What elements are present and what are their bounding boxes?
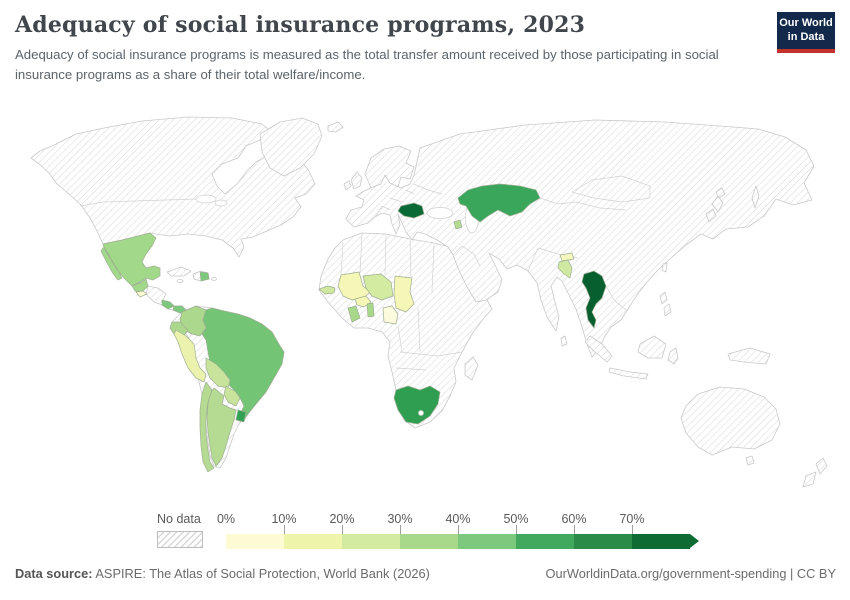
island-greenland-nodata [259, 117, 323, 177]
country-paraguay[interactable] [223, 385, 241, 407]
country-argentina[interactable] [206, 387, 237, 467]
island-madagascar-nodata [464, 356, 479, 381]
island-new-zealand-nodata [802, 457, 828, 488]
country-benin[interactable] [366, 302, 375, 318]
great-lakes [195, 194, 217, 204]
footer: Data source: ASPIRE: The Atlas of Social… [15, 566, 836, 581]
country-costa-rica[interactable] [161, 299, 175, 310]
country-niger[interactable] [362, 273, 394, 301]
map-legend: No data 0% 10% 20% 30% 40% 50% 60% 70% [157, 512, 726, 550]
country-south-africa[interactable] [393, 385, 441, 425]
legend-segment-20-30[interactable] [342, 534, 400, 549]
legend-open-end-arrow [690, 534, 699, 548]
page-title: Adequacy of social insurance programs, 2… [15, 12, 586, 38]
chart-subtitle: Adequacy of social insurance programs is… [15, 47, 719, 83]
country-nepal[interactable] [559, 252, 575, 262]
continent-australia-nodata [680, 386, 781, 456]
legend-tick-label-4: 40% [445, 512, 471, 526]
great-lakes-east [214, 199, 228, 207]
island-sri-lanka-nodata [560, 335, 568, 347]
legend-segment-0-10[interactable] [226, 534, 284, 549]
legend-color-bar: 0% 10% 20% 30% 40% 50% 60% 70% [217, 512, 726, 550]
footer-right: OurWorldinData.org/government-spending |… [546, 566, 836, 581]
legend-tick [284, 525, 285, 534]
legend-segment-70-plus[interactable] [632, 534, 690, 549]
legend-no-data-label: No data [157, 512, 201, 526]
island-java-nodata [608, 367, 649, 380]
legend-tick-label-2: 20% [329, 512, 355, 526]
island-philippines-nodata [659, 291, 672, 317]
footer-license: CC BY [796, 566, 836, 581]
island-jamaica-nodata [176, 279, 184, 283]
legend-no-data-swatch[interactable] [157, 531, 203, 548]
continent-eurasia-nodata [345, 119, 815, 358]
island-uk-nodata [350, 171, 363, 190]
country-romania[interactable] [397, 202, 425, 219]
legend-tick [342, 525, 343, 534]
legend-tick [516, 525, 517, 534]
country-uruguay[interactable] [235, 409, 247, 423]
legend-tick [574, 525, 575, 534]
footer-datasource-label: Data source: [15, 566, 93, 581]
island-sakhalin-nodata [751, 185, 760, 209]
legend-segment-50-60[interactable] [516, 534, 574, 549]
legend-tick-label-5: 50% [503, 512, 529, 526]
footer-datasource-text: ASPIRE: The Atlas of Social Protection, … [92, 566, 430, 581]
country-senegal[interactable] [318, 285, 336, 295]
island-ireland-nodata [343, 180, 352, 191]
country-el-salvador[interactable] [135, 290, 148, 298]
island-sulawesi-nodata [667, 347, 679, 365]
legend-bar [226, 534, 726, 549]
legend-tick-label-1: 10% [271, 512, 297, 526]
legend-tick-label-7: 70% [619, 512, 645, 526]
legend-segment-30-40[interactable] [400, 534, 458, 549]
header: Adequacy of social insurance programs, 2… [15, 12, 835, 85]
island-puerto-rico-nodata [211, 277, 217, 281]
internal-borders [79, 175, 651, 371]
island-sumatra-nodata [584, 335, 613, 363]
lesotho-enclave [418, 410, 424, 416]
country-ghana[interactable] [347, 305, 361, 323]
legend-no-data[interactable]: No data [157, 512, 203, 548]
legend-tick [400, 525, 401, 534]
country-peru[interactable] [173, 329, 207, 383]
legend-tick [458, 525, 459, 534]
country-cameroon[interactable] [382, 305, 399, 325]
country-kazakhstan[interactable] [457, 183, 541, 223]
island-cuba-nodata [166, 266, 192, 277]
footer-owid-link[interactable]: OurWorldinData.org/government-spending [545, 566, 787, 581]
legend-tick-label-0: 0% [216, 512, 236, 526]
legend-tick-labels: 0% 10% 20% 30% 40% 50% 60% 70% [217, 512, 726, 529]
continent-north-america-nodata [30, 116, 316, 258]
island-japan-nodata [705, 187, 726, 223]
country-mexico[interactable] [100, 232, 161, 287]
country-guatemala[interactable] [131, 278, 149, 293]
legend-tick-label-3: 30% [387, 512, 413, 526]
country-dominican-republic[interactable] [199, 271, 210, 282]
country-chad[interactable] [393, 275, 415, 313]
world-map [10, 106, 840, 506]
owid-logo-line1: Our World [779, 16, 833, 29]
island-new-guinea-nodata [727, 347, 771, 365]
owid-logo[interactable]: Our World in Data [777, 12, 835, 53]
country-chile[interactable] [199, 381, 215, 473]
choropleth-svg [30, 116, 828, 488]
legend-segment-60-70[interactable] [574, 534, 632, 549]
footer-datasource: Data source: ASPIRE: The Atlas of Social… [15, 566, 430, 581]
country-thailand[interactable] [581, 270, 607, 329]
black-sea [426, 207, 454, 219]
legend-segment-10-20[interactable] [284, 534, 342, 549]
owid-logo-line2: in Data [787, 30, 825, 43]
legend-segment-40-50[interactable] [458, 534, 516, 549]
island-taiwan-nodata [661, 262, 668, 273]
legend-tick-label-6: 60% [561, 512, 587, 526]
footer-separator: | [786, 566, 797, 581]
country-bangladesh[interactable] [557, 259, 573, 279]
island-tasmania-nodata [745, 455, 755, 466]
legend-tick [632, 525, 633, 534]
island-borneo-nodata [637, 335, 667, 359]
island-iceland-nodata [327, 121, 344, 133]
country-armenia[interactable] [453, 219, 463, 230]
